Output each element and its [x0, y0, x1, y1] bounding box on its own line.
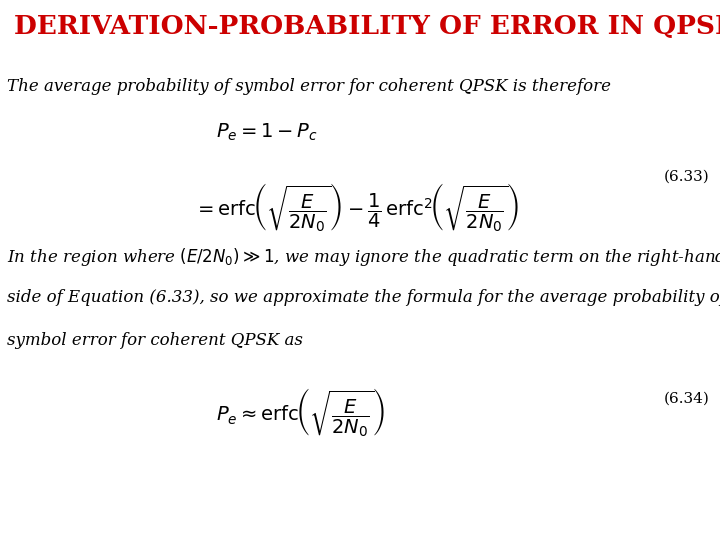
Text: $= \mathrm{erfc}\!\left(\sqrt{\dfrac{E}{2N_0}}\right) - \dfrac{1}{4}\,\mathrm{er: $= \mathrm{erfc}\!\left(\sqrt{\dfrac{E}{…	[194, 181, 520, 234]
Text: (6.34): (6.34)	[663, 392, 709, 406]
Text: $P_e = 1 - P_c$: $P_e = 1 - P_c$	[216, 122, 318, 143]
Text: DERIVATION-PROBABILITY OF ERROR IN QPSK: DERIVATION-PROBABILITY OF ERROR IN QPSK	[14, 14, 720, 38]
Text: (6.33): (6.33)	[663, 170, 709, 184]
Text: The average probability of symbol error for coherent QPSK is therefore: The average probability of symbol error …	[7, 78, 611, 95]
Text: $P_e \approx \mathrm{erfc}\!\left(\sqrt{\dfrac{E}{2N_0}}\right)$: $P_e \approx \mathrm{erfc}\!\left(\sqrt{…	[216, 386, 385, 439]
Text: side of Equation (6.33), so we approximate the formula for the average probabili: side of Equation (6.33), so we approxima…	[7, 289, 720, 306]
Text: symbol error for coherent QPSK as: symbol error for coherent QPSK as	[7, 332, 303, 349]
Text: In the region where $(E/2N_0) \gg 1$, we may ignore the quadratic term on the ri: In the region where $(E/2N_0) \gg 1$, we…	[7, 246, 720, 268]
